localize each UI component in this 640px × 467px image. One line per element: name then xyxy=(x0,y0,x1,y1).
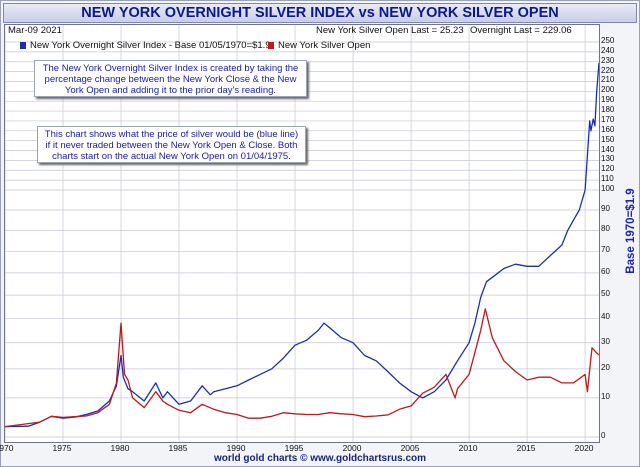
note-chart-description: This chart shows what the price of silve… xyxy=(37,126,306,163)
legend-label-open: New York Silver Open xyxy=(278,40,371,51)
x-tick-label: 1995 xyxy=(284,443,304,453)
legend-label-overnight: New York Overnight Silver Index - Base 0… xyxy=(30,40,271,51)
y-tick-label: 20 xyxy=(601,362,610,372)
footer-credit: world gold charts © www.goldchartsrus.co… xyxy=(213,453,427,464)
y-tick-label: 250 xyxy=(601,36,615,45)
y-tick-label: 0 xyxy=(601,431,606,440)
right-axis-label: Base 1970=$1.9 xyxy=(625,188,637,274)
y-tick-label: 110 xyxy=(601,174,614,184)
y-tick-label: 200 xyxy=(601,85,615,95)
x-tick-label: 2010 xyxy=(458,443,478,453)
y-tick-label: 160 xyxy=(601,124,615,134)
y-tick-label: 120 xyxy=(601,164,615,174)
x-tick-label: 1980 xyxy=(110,443,130,453)
y-tick-label: 140 xyxy=(601,144,615,154)
y-tick-label: 180 xyxy=(601,105,615,115)
x-tick-label: 2000 xyxy=(342,443,362,453)
x-tick-label: 2015 xyxy=(516,443,536,453)
y-tick-label: 240 xyxy=(601,45,615,55)
date-label: Mar-09 2021 xyxy=(8,25,62,36)
series-line-open xyxy=(5,308,599,428)
legend-item-open: New York Silver Open xyxy=(268,40,370,51)
chart-title: NEW YORK OVERNIGHT SILVER INDEX vs NEW Y… xyxy=(3,3,637,23)
open-last-label: New York Silver Open Last = 25.23 xyxy=(316,25,464,36)
y-tick-label: 70 xyxy=(601,245,610,255)
x-tick-label: 2020 xyxy=(574,443,594,453)
x-tick-label: 1975 xyxy=(52,443,72,453)
y-tick-label: 100 xyxy=(601,184,615,193)
series-line-overnight xyxy=(5,62,599,428)
y-tick-label: 50 xyxy=(601,289,610,299)
y-tick-label: 190 xyxy=(601,95,615,105)
y-tick-label: 60 xyxy=(601,266,610,276)
note-index-definition: The New York Overnight Silver Index is c… xyxy=(34,60,307,97)
x-tick-label: 1990 xyxy=(226,443,246,453)
y-tick-label: 90 xyxy=(601,203,610,213)
y-tick-label: 210 xyxy=(601,75,615,85)
x-tick-label: 1970 xyxy=(0,443,14,453)
y-tick-label: 40 xyxy=(601,312,610,322)
y-tick-label: 150 xyxy=(601,134,615,144)
y-tick-label: 230 xyxy=(601,55,615,65)
overnight-last-label: Overnight Last = 229.06 xyxy=(470,25,572,36)
y-tick-label: 170 xyxy=(601,114,615,124)
y-tick-label: 80 xyxy=(601,224,610,234)
x-tick-label: 2005 xyxy=(400,443,420,453)
y-tick-label: 10 xyxy=(601,391,610,401)
y-tick-label: 30 xyxy=(601,336,610,346)
legend-swatch-blue xyxy=(20,42,26,49)
y-tick-label: 130 xyxy=(601,154,615,164)
x-tick-label: 1985 xyxy=(168,443,188,453)
y-tick-label: 220 xyxy=(601,65,615,75)
legend-item-overnight: New York Overnight Silver Index - Base 0… xyxy=(20,40,271,51)
legend-swatch-red xyxy=(268,42,274,49)
